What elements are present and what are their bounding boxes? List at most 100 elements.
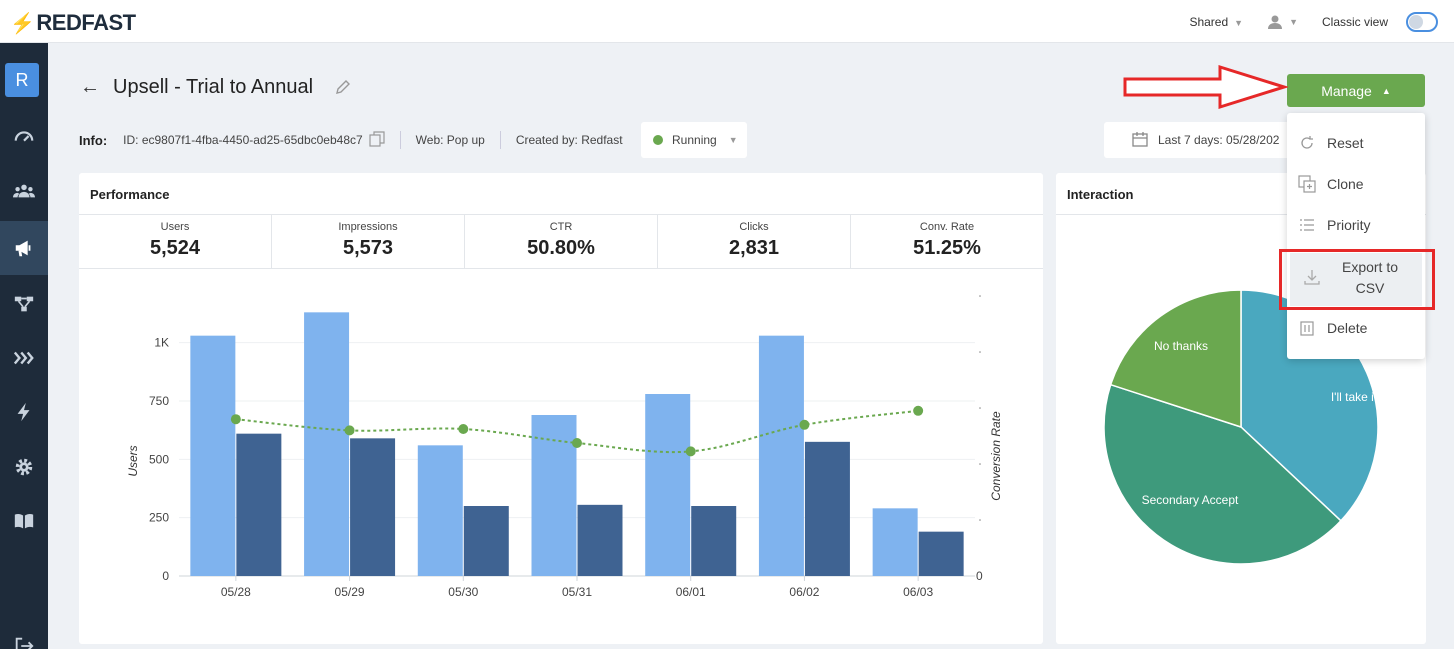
- x-tick-label: 06/03: [903, 585, 933, 599]
- bar: [872, 508, 918, 576]
- menu-item-delete[interactable]: Delete: [1287, 318, 1425, 338]
- y-tick-label: 0: [162, 569, 169, 583]
- shared-label: Shared: [1189, 14, 1229, 29]
- date-range-picker[interactable]: Last 7 days: 05/28/202: [1104, 122, 1290, 158]
- bar: [190, 335, 236, 576]
- red-arrow-annotation: [1123, 64, 1288, 110]
- calendar-icon: [1132, 131, 1148, 150]
- y2-tick-mark: [979, 519, 981, 521]
- divider: [1056, 214, 1426, 215]
- bar: [758, 335, 804, 576]
- sidebar-item-docs[interactable]: [0, 494, 48, 548]
- menu-item-clone[interactable]: Clone: [1287, 174, 1425, 194]
- audience-icon: [13, 184, 35, 198]
- list-icon: [1287, 217, 1327, 233]
- classic-view-toggle[interactable]: [1406, 11, 1438, 32]
- sidebar-item-dashboard[interactable]: [0, 110, 48, 164]
- pie-slice-label: Secondary Accept: [1142, 493, 1239, 507]
- campaign-id: ID: ec9807f1-4fba-4450-ad25-65dbc0eb48c7: [123, 133, 363, 147]
- sidebar-item-audience[interactable]: [0, 164, 48, 218]
- conversion-rate-point: [230, 414, 241, 425]
- date-range-label: Last 7 days: 05/28/202: [1158, 133, 1280, 147]
- classic-view-label: Classic view: [1321, 14, 1388, 29]
- sidebar-item-campaigns[interactable]: [0, 221, 48, 275]
- stat-label: Users: [160, 221, 190, 233]
- back-arrow-icon[interactable]: ←: [80, 76, 100, 98]
- y-tick-label: 1K: [154, 336, 169, 350]
- workspace-avatar[interactable]: R: [5, 63, 39, 97]
- sidebar-item-sequences[interactable]: [0, 331, 48, 385]
- conversion-rate-point: [799, 419, 810, 430]
- menu-item-label: Clone: [1327, 176, 1364, 192]
- info-row: Info: ID: ec9807f1-4fba-4450-ad25-65dbc0…: [79, 130, 623, 150]
- menu-item-label: Reset: [1327, 135, 1364, 151]
- stat-impressions: Impressions 5,573: [272, 215, 465, 268]
- top-right-controls: Shared ▼ ▼ Classic view: [1189, 0, 1438, 43]
- caret-up-icon: ▲: [1381, 85, 1391, 96]
- clone-icon: [1287, 175, 1327, 193]
- menu-item-priority[interactable]: Priority: [1287, 215, 1425, 235]
- trash-icon: [1287, 320, 1327, 336]
- edit-pencil-icon[interactable]: [334, 78, 352, 101]
- stat-value: 51.25%: [913, 237, 981, 259]
- status-label: Running: [672, 133, 717, 147]
- flows-icon: [14, 296, 34, 312]
- stat-clicks: Clicks 2,831: [658, 215, 851, 268]
- divider: [499, 131, 501, 149]
- chevron-down-icon: ▼: [1289, 16, 1298, 27]
- performance-title: Performance: [90, 187, 170, 202]
- info-label: Info:: [79, 132, 108, 148]
- stat-value: 50.80%: [527, 237, 595, 259]
- bar: [463, 506, 509, 576]
- bar: [645, 394, 691, 576]
- x-tick-label: 05/29: [335, 585, 365, 599]
- copy-icon[interactable]: [369, 130, 385, 150]
- logout-icon: [15, 637, 34, 649]
- sidebar-item-triggers[interactable]: [0, 385, 48, 439]
- brand-logo[interactable]: ⚡ REDFAST: [10, 10, 136, 36]
- bar: [804, 441, 850, 576]
- menu-item-label: Priority: [1327, 217, 1371, 233]
- sequences-icon: [13, 351, 34, 365]
- created-by: Created by: Redfast: [515, 133, 623, 147]
- y-tick-label: 250: [149, 511, 169, 525]
- pie-slice: [1103, 383, 1342, 565]
- y2-tick-label: 0: [976, 569, 983, 583]
- pie-slice: [1109, 289, 1242, 429]
- conversion-rate-point: [344, 425, 355, 436]
- dashboard-icon: [14, 131, 34, 142]
- stat-label: Conv. Rate: [919, 221, 975, 233]
- performance-bar-chart: 0 250 500 750 1K 0 Users Conversion Rate 05/28 05…: [126, 295, 1003, 599]
- conversion-rate-point: [458, 424, 469, 434]
- manage-button[interactable]: Manage ▲: [1287, 74, 1425, 107]
- manage-dropdown-menu: Reset Clone Priority Delete: [1287, 113, 1425, 359]
- conversion-rate-point: [572, 438, 582, 448]
- interaction-card: Interaction I'll take it Secondary Accept…: [1056, 173, 1426, 644]
- x-tick-label: 06/01: [676, 585, 706, 599]
- menu-item-export-csv[interactable]: Export to CSV: [1290, 253, 1422, 306]
- book-icon: [14, 513, 34, 529]
- y2-tick-mark: [979, 463, 981, 465]
- bar: [350, 438, 396, 576]
- top-bar: ⚡ REDFAST Shared ▼ ▼ Classic view: [0, 0, 1454, 43]
- bar: [691, 506, 737, 576]
- x-tick-label: 05/31: [562, 585, 592, 599]
- interaction-title: Interaction: [1067, 187, 1134, 202]
- menu-item-label: Delete: [1327, 320, 1368, 336]
- sidebar-item-flows[interactable]: [0, 277, 48, 331]
- status-dropdown[interactable]: Running ▼: [641, 122, 747, 158]
- x-tick-label: 05/30: [448, 585, 478, 599]
- menu-item-reset[interactable]: Reset: [1287, 133, 1425, 153]
- sidebar-item-logout[interactable]: [0, 619, 48, 649]
- web-type: Web: Pop up: [415, 133, 485, 147]
- export-line-2: CSV: [1355, 280, 1385, 296]
- divider: [399, 131, 401, 149]
- sidebar-item-settings[interactable]: [0, 440, 48, 494]
- stat-label: Impressions: [338, 221, 398, 233]
- x-tick-label: 05/28: [221, 585, 251, 599]
- user-menu[interactable]: ▼: [1267, 14, 1298, 30]
- shared-dropdown[interactable]: Shared ▼: [1189, 15, 1243, 29]
- stat-value: 5,573: [342, 237, 394, 259]
- bar: [531, 415, 577, 576]
- lightning-icon: [17, 402, 30, 422]
